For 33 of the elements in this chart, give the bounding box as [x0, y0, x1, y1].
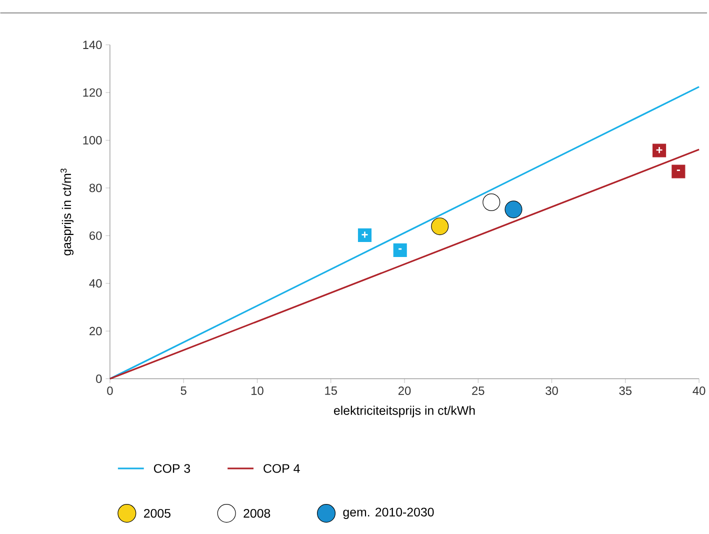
x-tick-label: 5 — [180, 386, 186, 395]
legend-label: 2008 — [244, 508, 270, 518]
annotation: - — [398, 248, 402, 250]
x-tick-label: 0 — [107, 386, 113, 395]
y-tick-label: 60 — [90, 231, 102, 240]
x-tick-label: 25 — [472, 386, 484, 395]
point — [431, 217, 449, 235]
point — [393, 243, 407, 257]
point — [482, 193, 500, 211]
y-tick-label: 80 — [89, 184, 102, 192]
annotation: + — [656, 146, 662, 153]
legend-label: COP 3 — [154, 464, 190, 473]
x-tick-label: 20 — [398, 386, 411, 395]
x-tick-label: 15 — [325, 386, 337, 395]
annotation: + — [362, 232, 368, 238]
point — [672, 164, 686, 178]
x-axis-title: elektriciteitsprijs in ct/kWh — [334, 406, 475, 418]
y-tick-label: 20 — [90, 326, 102, 336]
y-tick-label: 40 — [89, 279, 102, 288]
legend-label: gem. 2010-2030 — [343, 508, 434, 519]
x-tick-label: 10 — [252, 386, 264, 395]
legend-label: 2005 — [144, 508, 170, 518]
y-axis-title: gasprijs in ct/m$^{3}$ — [60, 168, 74, 256]
legend-label: COP 4 — [264, 464, 300, 473]
point — [504, 200, 522, 218]
x-tick-label: 40 — [692, 386, 706, 395]
y-tick-label: 0 — [96, 374, 102, 383]
x-tick-label: 30 — [546, 386, 558, 395]
annotation: - — [676, 169, 680, 171]
y-tick-label: 140 — [83, 40, 102, 49]
y-tick-label: 120 — [83, 88, 102, 97]
y-tick-label: 100 — [83, 136, 102, 144]
x-tick-label: 35 — [619, 386, 632, 395]
